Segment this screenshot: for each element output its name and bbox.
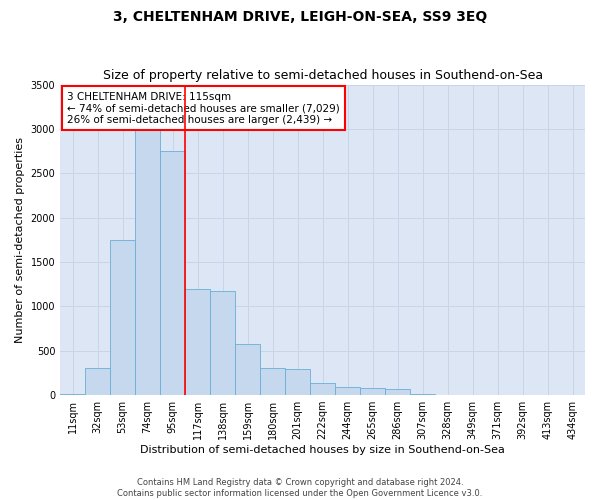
Text: 3, CHELTENHAM DRIVE, LEIGH-ON-SEA, SS9 3EQ: 3, CHELTENHAM DRIVE, LEIGH-ON-SEA, SS9 3… [113,10,487,24]
Text: 3 CHELTENHAM DRIVE: 115sqm
← 74% of semi-detached houses are smaller (7,029)
26%: 3 CHELTENHAM DRIVE: 115sqm ← 74% of semi… [67,92,340,124]
Bar [160,151,185,395]
Bar [110,240,135,395]
Bar [310,383,335,395]
Bar [185,288,210,395]
Title: Size of property relative to semi-detached houses in Southend-on-Sea: Size of property relative to semi-detach… [103,69,542,82]
Bar [85,368,110,395]
Bar [60,394,85,395]
Bar [385,389,410,395]
Bar [260,368,285,395]
Bar [285,370,310,395]
Bar [135,129,160,395]
Bar [210,291,235,395]
Bar [235,344,260,395]
Bar [335,387,360,395]
Y-axis label: Number of semi-detached properties: Number of semi-detached properties [15,137,25,343]
X-axis label: Distribution of semi-detached houses by size in Southend-on-Sea: Distribution of semi-detached houses by … [140,445,505,455]
Bar [410,394,435,395]
Bar [360,388,385,395]
Text: Contains HM Land Registry data © Crown copyright and database right 2024.
Contai: Contains HM Land Registry data © Crown c… [118,478,482,498]
